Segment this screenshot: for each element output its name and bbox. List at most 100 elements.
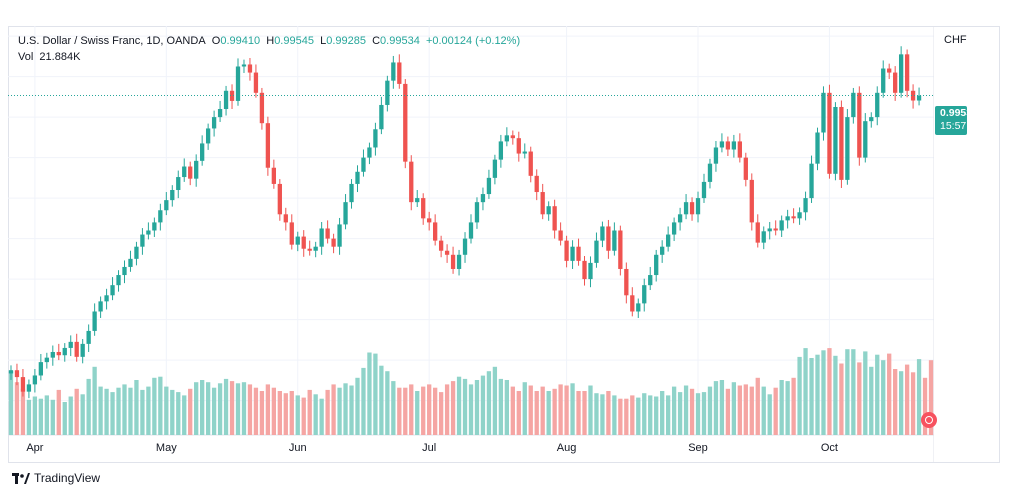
volume-bar xyxy=(367,352,372,435)
candle-body xyxy=(152,222,157,231)
volume-label[interactable]: Vol xyxy=(18,51,34,63)
candle-body xyxy=(205,128,211,144)
volume-bar xyxy=(540,386,545,435)
candle-body xyxy=(289,222,294,245)
candle-body xyxy=(618,230,623,269)
tradingview-icon xyxy=(12,472,30,484)
symbol-legend: U.S. Dollar / Swiss Franc, 1D, OANDA O0.… xyxy=(18,35,520,47)
volume-bar xyxy=(403,387,408,435)
candle-body xyxy=(875,92,880,118)
volume-bar xyxy=(630,395,635,435)
volume-bar xyxy=(821,350,826,435)
candle-body xyxy=(636,303,641,312)
volume-bar xyxy=(552,388,557,435)
candle-body xyxy=(916,95,922,101)
candle-body xyxy=(809,163,814,199)
candle-body xyxy=(898,54,904,93)
volume-bar xyxy=(241,382,247,435)
candle-body xyxy=(516,138,521,154)
candle-body xyxy=(558,230,563,241)
volume-bar xyxy=(725,388,731,435)
high-value: 0.99545 xyxy=(274,35,314,47)
economic-event-icon[interactable] xyxy=(921,412,937,428)
candle-body xyxy=(361,157,366,172)
volume-bar xyxy=(863,351,868,435)
volume-bar xyxy=(898,371,904,435)
tradingview-logo[interactable]: TradingView xyxy=(12,471,100,485)
volume-bar xyxy=(14,382,20,435)
candle-body xyxy=(671,222,677,235)
candle-body xyxy=(415,198,420,203)
candle-body xyxy=(343,202,348,225)
candle-body xyxy=(50,351,55,358)
volume-bar xyxy=(857,362,862,435)
volume-bar xyxy=(887,353,892,435)
candle-body xyxy=(504,135,509,142)
volume-bar xyxy=(433,387,438,435)
candle-body xyxy=(612,230,617,251)
candlestick-chart[interactable]: 0.920000.930000.940000.950000.960000.970… xyxy=(8,26,934,462)
volume-bar xyxy=(881,360,886,435)
candle-body xyxy=(325,228,330,239)
volume-bar xyxy=(904,364,910,435)
candle-body xyxy=(170,190,175,201)
volume-bar xyxy=(223,378,229,435)
volume-bar xyxy=(695,393,701,435)
candle-body xyxy=(462,238,468,255)
volume-bar xyxy=(606,391,611,435)
volume-bar xyxy=(337,387,342,435)
volume-bar xyxy=(188,388,193,435)
candle-body xyxy=(397,62,402,84)
candle-body xyxy=(403,83,408,162)
volume-bar xyxy=(301,397,306,435)
candle-body xyxy=(62,347,67,356)
candle-body xyxy=(271,167,277,184)
volume-bar xyxy=(26,399,32,435)
candle-body xyxy=(182,166,187,178)
candle-body xyxy=(677,214,683,223)
x-tick-label: May xyxy=(156,442,177,454)
volume-bar xyxy=(265,384,271,435)
volume-bar xyxy=(791,377,796,435)
symbol-name[interactable]: U.S. Dollar / Swiss Franc, 1D, OANDA xyxy=(18,35,206,47)
candle-body xyxy=(444,250,450,255)
candle-body xyxy=(355,171,360,184)
candle-body xyxy=(128,258,133,267)
volume-bar xyxy=(660,391,665,435)
candle-body xyxy=(373,129,378,148)
volume-bar xyxy=(928,360,934,435)
candle-body xyxy=(8,370,14,374)
candle-body xyxy=(863,121,868,158)
volume-bar xyxy=(98,386,103,435)
candle-body xyxy=(839,106,844,180)
volume-bar xyxy=(409,384,414,435)
volume-bar xyxy=(594,393,599,435)
volume-bar xyxy=(456,376,462,435)
volume-bar xyxy=(767,394,772,435)
candle-body xyxy=(624,268,629,296)
candle-body xyxy=(791,216,796,219)
volume-bar xyxy=(839,363,844,435)
volume-bar xyxy=(761,386,766,435)
volume-bar xyxy=(128,387,133,435)
volume-bar xyxy=(869,366,874,435)
volume-bar xyxy=(20,388,26,435)
low-value: 0.99285 xyxy=(326,35,366,47)
volume-bar xyxy=(44,395,49,435)
candle-body xyxy=(833,106,838,174)
candle-body xyxy=(528,151,533,176)
candle-body xyxy=(32,375,38,385)
candle-body xyxy=(235,66,241,101)
volume-bar xyxy=(229,381,235,435)
volume-bar xyxy=(200,380,205,435)
volume-bar xyxy=(373,353,378,435)
volume-bar xyxy=(421,386,426,435)
volume-bar xyxy=(349,385,354,435)
candle-body xyxy=(56,351,61,356)
candle-body xyxy=(176,177,181,191)
volume-bar xyxy=(486,371,492,435)
volume-bar xyxy=(313,394,318,435)
candle-body xyxy=(468,222,474,239)
volume-bar xyxy=(510,386,515,435)
currency-label[interactable]: CHF xyxy=(944,34,967,46)
